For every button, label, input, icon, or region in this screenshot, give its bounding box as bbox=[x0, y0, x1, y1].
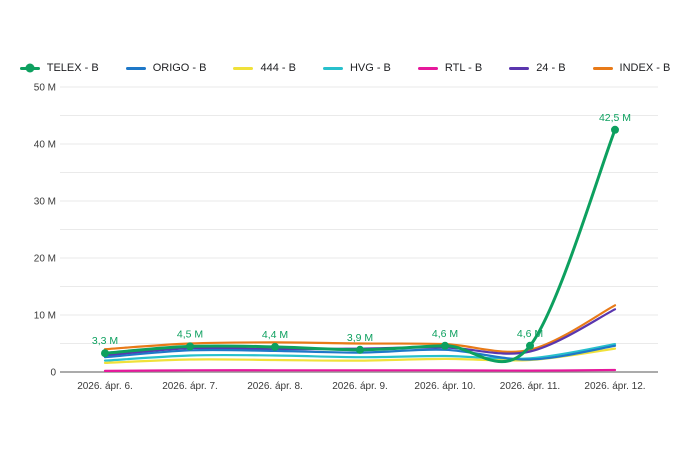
legend-label-telex: TELEX - B bbox=[46, 62, 99, 74]
series-line-rtl-b bbox=[103, 368, 617, 372]
y-axis-tick-label: 10 M bbox=[34, 311, 56, 322]
data-point-label: 4,4 M bbox=[262, 329, 288, 341]
legend-item-telex[interactable]: TELEX - B bbox=[19, 62, 99, 74]
x-axis-tick-label: 2026. ápr. 7. bbox=[162, 381, 218, 392]
data-point bbox=[441, 341, 449, 350]
y-axis-tick-label: 30 M bbox=[34, 197, 56, 208]
series-line-hvg-b bbox=[103, 343, 617, 362]
data-point bbox=[186, 342, 194, 351]
legend-item-hvg[interactable]: HVG - B bbox=[322, 62, 391, 74]
data-point bbox=[271, 342, 279, 351]
legend-item-origo[interactable]: ORIGO - B bbox=[125, 62, 207, 74]
x-axis-tick-label: 2026. ápr. 6. bbox=[77, 381, 133, 392]
y-axis-tick-label: 40 M bbox=[34, 140, 56, 151]
legend-label-444: 444 - B bbox=[260, 62, 296, 74]
y-axis-tick-label: 0 bbox=[50, 368, 56, 379]
data-point-label: 3,9 M bbox=[347, 332, 373, 344]
data-point bbox=[526, 341, 534, 350]
data-point-label: 42,5 M bbox=[599, 112, 631, 124]
data-point-label: 4,6 M bbox=[432, 328, 458, 340]
legend-item-24[interactable]: 24 - B bbox=[509, 62, 566, 74]
legend-item-444[interactable]: 444 - B bbox=[233, 62, 296, 74]
data-point bbox=[101, 349, 109, 358]
rtl-line-icon bbox=[417, 66, 438, 70]
data-point-label: 3,3 M bbox=[92, 335, 118, 347]
444-line-icon bbox=[233, 66, 254, 70]
hvg-line-icon bbox=[322, 66, 343, 70]
y-axis-tick-label: 20 M bbox=[34, 254, 56, 265]
data-point-label: 4,5 M bbox=[177, 328, 203, 340]
data-point-label: 4,6 M bbox=[517, 328, 543, 340]
data-point bbox=[611, 125, 619, 134]
index-line-icon bbox=[592, 66, 613, 70]
x-axis-tick-label: 2026. ápr. 10. bbox=[414, 381, 475, 392]
legend-item-index[interactable]: INDEX - B bbox=[592, 62, 671, 74]
legend-label-origo: ORIGO - B bbox=[152, 62, 207, 74]
x-axis-tick-label: 2026. ápr. 9. bbox=[332, 381, 388, 392]
telex-line-dot-icon bbox=[19, 63, 40, 73]
legend-label-24: 24 - B bbox=[536, 62, 566, 74]
legend-label-rtl: RTL - B bbox=[444, 62, 483, 74]
x-axis-tick-label: 2026. ápr. 8. bbox=[247, 381, 303, 392]
x-axis-tick-label: 2026. ápr. 11. bbox=[500, 381, 560, 392]
legend-item-rtl[interactable]: RTL - B bbox=[417, 62, 483, 74]
y-axis-tick-label: 50 M bbox=[34, 83, 56, 94]
x-axis-tick-label: 2026. ápr. 12. bbox=[584, 381, 645, 392]
legend-label-hvg: HVG - B bbox=[349, 62, 391, 74]
chart-legend: TELEX - B ORIGO - B 444 - B HVG - B RTL … bbox=[0, 62, 690, 74]
legend-label-index: INDEX - B bbox=[619, 62, 671, 74]
origo-line-icon bbox=[125, 66, 146, 70]
24-line-icon bbox=[509, 66, 530, 70]
data-point bbox=[356, 345, 364, 354]
